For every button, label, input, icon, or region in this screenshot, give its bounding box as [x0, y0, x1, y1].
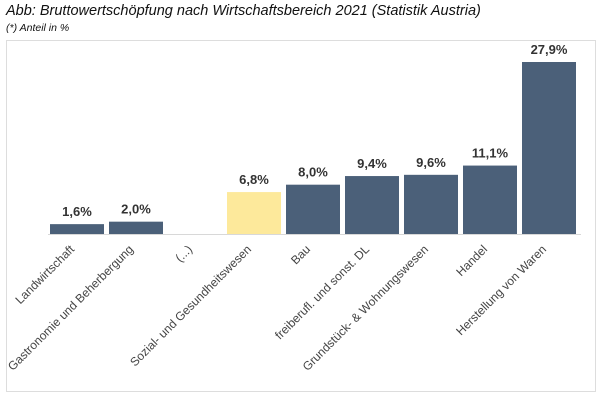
- bar: [286, 184, 340, 234]
- bar: [404, 174, 458, 234]
- bar: [522, 62, 576, 234]
- category-label: Grundstück- & Wohnungswesen: [300, 242, 431, 373]
- data-label: 27,9%: [531, 42, 568, 57]
- data-label: 9,4%: [357, 156, 387, 171]
- category-label: Sozial- und Gesundheitswesen: [127, 242, 254, 369]
- bar: [345, 176, 399, 234]
- category-label: Landwirtschaft: [13, 242, 78, 307]
- category-label: (...): [172, 242, 195, 265]
- data-label: 8,0%: [298, 165, 328, 180]
- category-label: Bau: [288, 242, 313, 267]
- data-label: 6,8%: [239, 172, 269, 187]
- category-label: Gastronomie und Beherbergung: [5, 242, 136, 373]
- chart-title: Abb: Bruttowertschöpfung nach Wirtschaft…: [6, 3, 481, 19]
- chart-frame: [6, 40, 596, 392]
- bar: [109, 221, 163, 234]
- category-label: Handel: [453, 242, 490, 279]
- bar: [463, 165, 517, 234]
- data-label: 1,6%: [62, 204, 92, 219]
- data-label: 9,6%: [416, 155, 446, 170]
- bar: [50, 224, 104, 234]
- chart-subtitle: (*) Anteil in %: [6, 22, 70, 34]
- data-label: 2,0%: [121, 202, 151, 217]
- data-label: 11,1%: [472, 146, 509, 161]
- bar: [227, 192, 281, 234]
